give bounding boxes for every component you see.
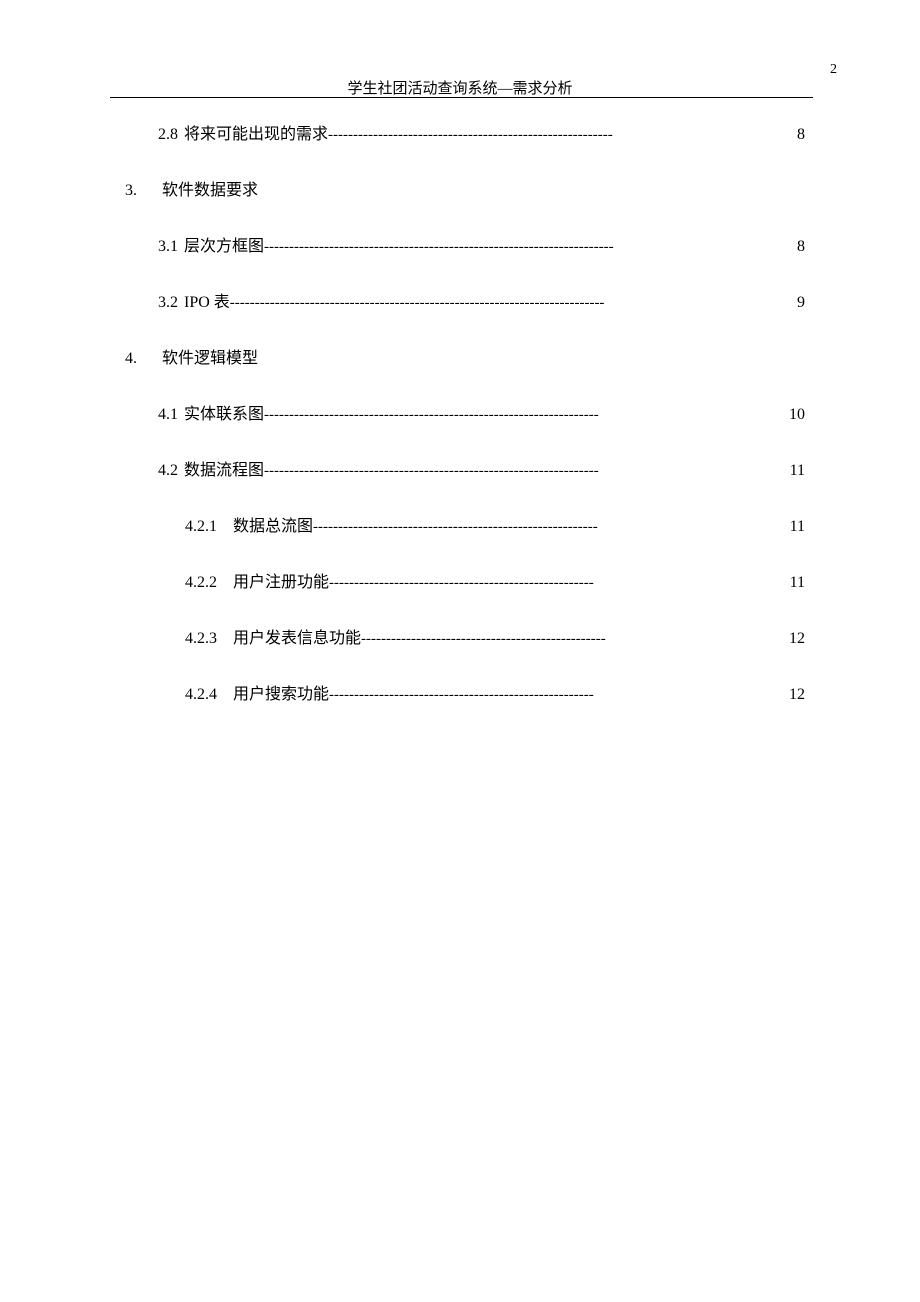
toc-entry-number: 4.2.3 <box>185 630 217 648</box>
toc-leader: ----------------------------------------… <box>230 295 797 312</box>
toc-entry: 4.1 实体联系图 ------------------------------… <box>158 400 805 424</box>
toc-entry-number: 4.2.2 <box>185 574 217 592</box>
page-header-title: 学生社团活动查询系统—需求分析 <box>0 77 920 98</box>
toc-leader: ----------------------------------------… <box>361 631 789 648</box>
toc-entry: 2.8 将来可能出现的需求 --------------------------… <box>158 120 805 144</box>
toc-entry-number: 2.8 <box>158 126 178 144</box>
toc-entry-page: 8 <box>797 126 805 144</box>
toc-entry-title: 用户注册功能 <box>233 568 329 592</box>
toc-entry-title: 将来可能出现的需求 <box>184 120 328 144</box>
toc-leader: ----------------------------------------… <box>328 127 797 144</box>
toc-entry: 4.2.1 数据总流图 ----------------------------… <box>185 512 805 536</box>
toc-section-title: 软件逻辑模型 <box>162 350 258 367</box>
toc-section-number: 4. <box>125 350 158 368</box>
toc-entry-page: 11 <box>790 574 805 592</box>
toc-entry-number: 4.2 <box>158 462 178 480</box>
toc-entry-page: 12 <box>789 630 805 648</box>
toc-entry: 3.2 IPO 表 ------------------------------… <box>158 288 805 312</box>
toc-entry-number: 4.2.1 <box>185 518 217 536</box>
toc-entry-page: 11 <box>790 518 805 536</box>
toc-entry-number: 4.1 <box>158 406 178 424</box>
toc-leader: ----------------------------------------… <box>329 575 790 592</box>
toc-section: 3. 软件数据要求 <box>125 176 805 200</box>
toc-entry-number: 4.2.4 <box>185 686 217 704</box>
page-number: 2 <box>830 62 837 78</box>
toc-entry-page: 10 <box>789 406 805 424</box>
toc-leader: ----------------------------------------… <box>264 407 789 424</box>
table-of-contents: 2.8 将来可能出现的需求 --------------------------… <box>125 120 805 736</box>
toc-leader: ----------------------------------------… <box>329 687 789 704</box>
toc-entry-number: 3.2 <box>158 294 178 312</box>
toc-leader: ----------------------------------------… <box>313 519 790 536</box>
header-rule <box>110 97 813 98</box>
toc-entry-page: 11 <box>790 462 805 480</box>
toc-entry-number: 3.1 <box>158 238 178 256</box>
toc-entry-title: 实体联系图 <box>184 400 264 424</box>
toc-section: 4. 软件逻辑模型 <box>125 344 805 368</box>
toc-entry-title: 用户发表信息功能 <box>233 624 361 648</box>
toc-entry-title: IPO 表 <box>184 288 230 312</box>
toc-section-title: 软件数据要求 <box>162 182 258 199</box>
toc-entry: 4.2.4 用户搜索功能 ---------------------------… <box>185 680 805 704</box>
toc-entry-title: 用户搜索功能 <box>233 680 329 704</box>
toc-entry: 4.2 数据流程图 ------------------------------… <box>158 456 805 480</box>
toc-entry-page: 8 <box>797 238 805 256</box>
toc-entry-title: 数据总流图 <box>233 512 313 536</box>
toc-entry-page: 12 <box>789 686 805 704</box>
toc-entry: 4.2.2 用户注册功能 ---------------------------… <box>185 568 805 592</box>
toc-entry-page: 9 <box>797 294 805 312</box>
toc-entry-title: 层次方框图 <box>184 232 264 256</box>
toc-leader: ----------------------------------------… <box>264 239 797 256</box>
toc-entry: 3.1 层次方框图 ------------------------------… <box>158 232 805 256</box>
toc-leader: ----------------------------------------… <box>264 463 790 480</box>
toc-section-number: 3. <box>125 182 158 200</box>
toc-entry: 4.2.3 用户发表信息功能 -------------------------… <box>185 624 805 648</box>
toc-entry-title: 数据流程图 <box>184 456 264 480</box>
